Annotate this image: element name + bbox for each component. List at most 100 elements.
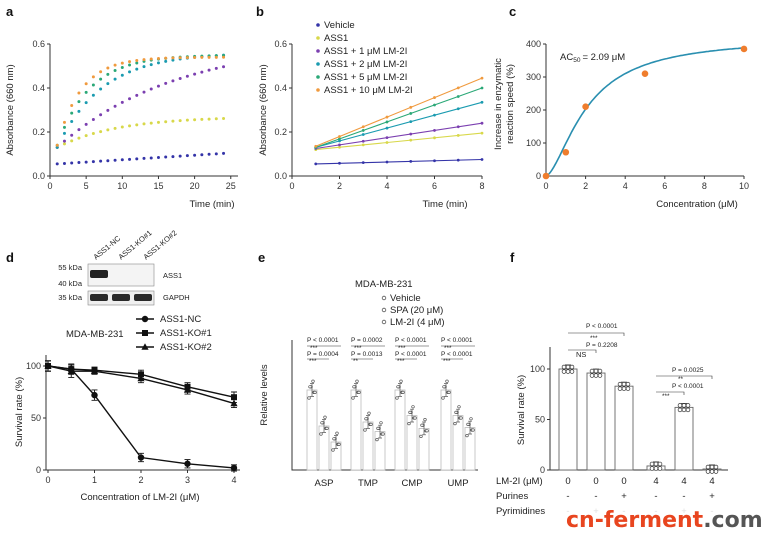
b-point <box>338 139 341 143</box>
a-point <box>113 69 117 73</box>
a-point <box>106 66 110 70</box>
a-point <box>55 162 59 166</box>
e-category-label: TMP <box>358 478 378 489</box>
f-p-value: P = 0.0025 <box>672 367 704 374</box>
f-p-value: P = 0.2208 <box>586 342 618 349</box>
e-point <box>453 422 457 426</box>
e-point <box>325 426 329 431</box>
a-point <box>70 111 74 115</box>
a-point <box>149 156 153 160</box>
a-point <box>99 87 103 91</box>
a-point <box>142 122 146 126</box>
a-point <box>77 109 81 113</box>
c-point <box>542 172 550 180</box>
a-point <box>149 63 153 67</box>
b-point <box>385 120 389 124</box>
a-point <box>70 139 74 143</box>
d-ticks: 0 50 100 0 1 2 3 4 <box>26 361 237 485</box>
e-point <box>376 426 380 431</box>
a-point <box>214 152 218 156</box>
a-point <box>99 77 103 81</box>
e-point <box>399 379 403 383</box>
a-ylabel: Absorbance (660 nm) <box>5 64 16 155</box>
a-point <box>135 67 139 71</box>
f-row-label: LM-2I (μM) <box>496 476 543 487</box>
b-point <box>338 137 341 141</box>
e-point <box>352 385 356 389</box>
a-point <box>113 63 117 67</box>
a-point <box>120 158 124 162</box>
x-tick-label: 6 <box>662 181 667 191</box>
e-ylabel: Relative levels <box>259 364 270 425</box>
a-point <box>171 155 175 159</box>
b-point <box>456 158 460 162</box>
d-point <box>230 399 238 407</box>
a-point <box>193 72 197 76</box>
e-point <box>396 385 400 389</box>
y-tick-label: 0 <box>536 171 541 181</box>
a-point <box>128 124 132 128</box>
e-stars: *** <box>444 345 452 352</box>
e-point <box>425 429 429 433</box>
b-series-line <box>315 132 483 151</box>
y-tick-label: 0.6 <box>32 39 45 49</box>
x-tick-label: 5 <box>84 181 89 191</box>
a-point <box>120 61 124 65</box>
f-point <box>681 407 687 413</box>
c-point <box>562 148 570 156</box>
f-bracket <box>568 349 597 353</box>
d-legend-marker <box>141 315 149 323</box>
e-point <box>466 422 470 427</box>
b-point <box>314 162 318 166</box>
a-point <box>84 90 88 94</box>
f-bars <box>558 364 722 474</box>
b-point <box>338 135 341 138</box>
y-tick-label: 0.2 <box>274 127 287 137</box>
e-point <box>420 423 424 427</box>
e-point <box>454 410 458 415</box>
c-point <box>582 103 589 110</box>
f-cell: 4 <box>653 476 658 487</box>
a-point <box>178 56 182 60</box>
b-point <box>480 158 484 161</box>
panel-a-label: a <box>6 4 14 19</box>
e-point <box>379 421 383 425</box>
e-point <box>367 411 371 415</box>
a-point <box>91 75 95 79</box>
a-point <box>62 161 66 165</box>
f-point <box>685 403 691 408</box>
e-category-label: CMP <box>401 478 422 489</box>
a-point <box>77 161 81 165</box>
a-point <box>156 61 160 65</box>
b-point <box>409 132 413 136</box>
y-tick-label: 100 <box>526 138 541 148</box>
e-point <box>419 434 423 439</box>
b-point <box>385 115 389 119</box>
a-point <box>156 155 160 159</box>
e-point <box>445 379 449 383</box>
b-point <box>361 143 365 147</box>
e-stars: *** <box>310 345 318 352</box>
f-point <box>709 464 715 470</box>
a-point <box>62 120 66 124</box>
a-point <box>164 56 168 60</box>
b-point <box>361 125 365 129</box>
a-point <box>113 77 117 81</box>
f-point <box>705 469 711 474</box>
a-point <box>142 90 146 94</box>
x-tick-label: 15 <box>153 181 163 191</box>
f-point <box>625 381 631 387</box>
e-point <box>381 432 385 436</box>
d-point <box>137 374 145 382</box>
a-point <box>62 142 66 146</box>
b-point <box>314 144 318 148</box>
f-stars: ** <box>678 376 684 383</box>
e-point <box>411 405 415 409</box>
a-point <box>106 108 110 112</box>
a-point <box>84 122 88 126</box>
a-point <box>171 79 175 83</box>
x-tick-label: 2 <box>583 181 588 191</box>
